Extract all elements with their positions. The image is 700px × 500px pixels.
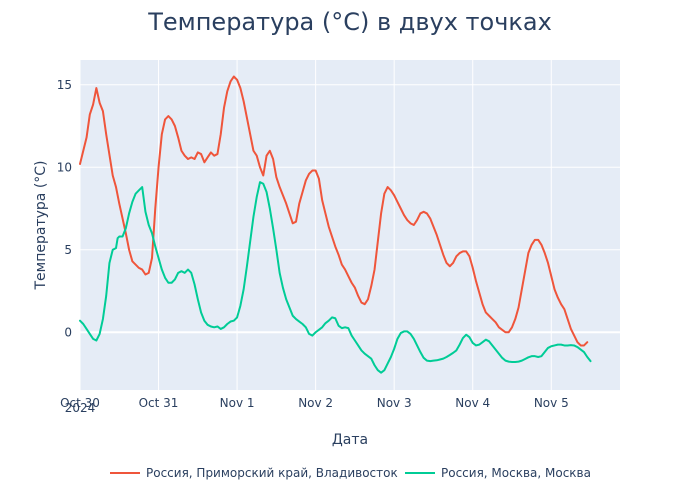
y-axis-title: Температура (°C) [33, 160, 49, 290]
x-tick-label: Oct 30 [60, 396, 100, 410]
y-tick-label: 5 [64, 243, 72, 257]
legend-label-vladivostok: Россия, Приморский край, Владивосток [146, 466, 398, 480]
x-axis-title: Дата [332, 432, 368, 448]
legend: Россия, Приморский край, Владивосток Рос… [110, 466, 591, 480]
x-tick-label: Nov 3 [377, 396, 412, 410]
plot-area [80, 60, 620, 390]
x-tick-label: Nov 1 [220, 396, 255, 410]
x-tick-label: Nov 2 [298, 396, 333, 410]
x-gridlines [79, 60, 552, 390]
series-line-vladivostok [79, 75, 589, 347]
series-line-moscow [79, 181, 592, 374]
x-tick-year: 2024 [65, 401, 96, 415]
y-tick-label: 0 [64, 325, 72, 339]
chart-title: Температура (°C) в двух точках [147, 8, 552, 36]
x-tick-labels: Oct 30 Oct 31 Nov 1 Nov 2 Nov 3 Nov 4 Nov 5 [60, 396, 569, 410]
x-tick-label: Oct 31 [139, 396, 179, 410]
x-tick-label: Nov 5 [534, 396, 569, 410]
x-tick-label: Nov 4 [455, 396, 490, 410]
y-tick-label: 15 [57, 78, 72, 92]
y-tick-labels: 0 5 10 15 [57, 78, 72, 340]
y-tick-label: 10 [57, 160, 72, 174]
series-lines [79, 75, 592, 374]
legend-label-moscow: Россия, Москва, Москва [441, 466, 591, 480]
